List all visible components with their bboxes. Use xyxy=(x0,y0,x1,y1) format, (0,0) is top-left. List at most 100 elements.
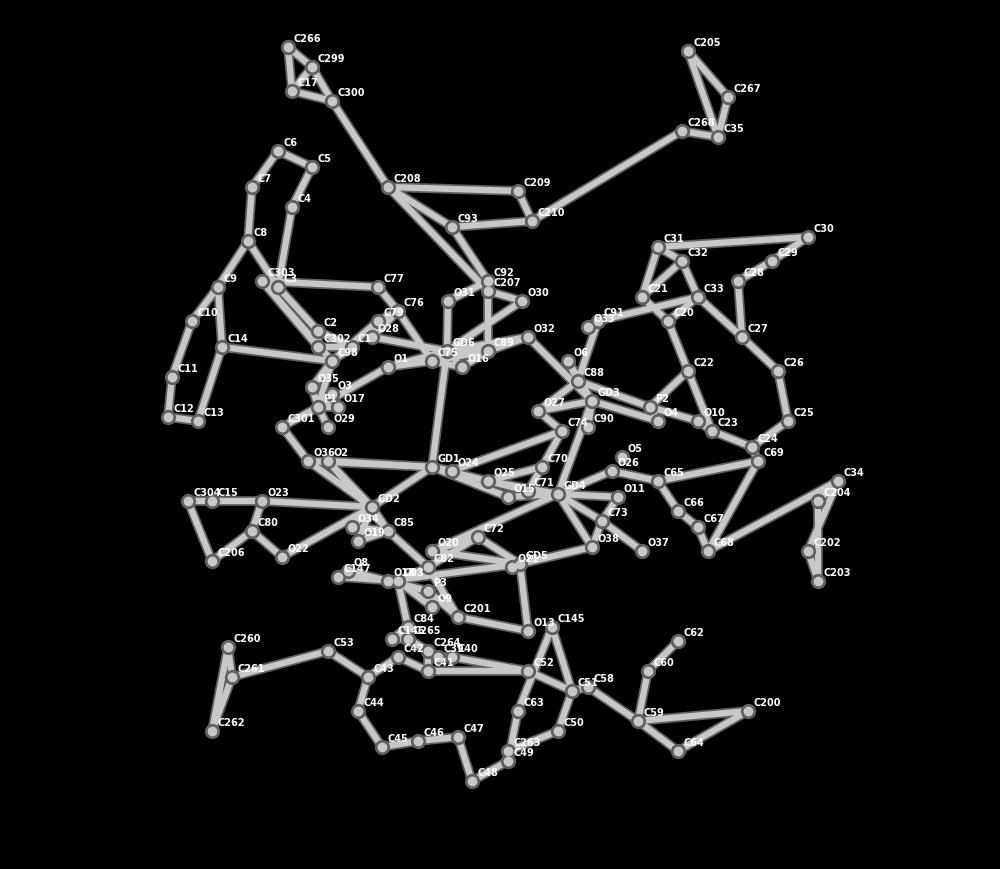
Text: C92: C92 xyxy=(493,268,514,278)
Text: C23: C23 xyxy=(717,417,738,428)
Text: C63: C63 xyxy=(523,697,544,707)
Text: O21: O21 xyxy=(517,554,539,563)
Text: C209: C209 xyxy=(523,178,550,188)
Text: C204: C204 xyxy=(823,488,850,497)
Text: C67: C67 xyxy=(703,514,724,523)
Text: C44: C44 xyxy=(363,697,384,707)
Text: C24: C24 xyxy=(757,434,778,443)
Text: C22: C22 xyxy=(693,357,714,368)
Text: O35: O35 xyxy=(317,374,339,383)
Text: C83: C83 xyxy=(403,567,424,577)
Text: C147: C147 xyxy=(343,563,371,574)
Text: C268: C268 xyxy=(687,118,715,128)
Text: O20: O20 xyxy=(437,537,459,547)
Text: C80: C80 xyxy=(257,517,278,527)
Text: C5: C5 xyxy=(317,154,331,164)
Text: O1: O1 xyxy=(393,354,408,363)
Text: C70: C70 xyxy=(547,454,568,463)
Text: O33: O33 xyxy=(593,314,615,323)
Text: C45: C45 xyxy=(387,733,408,743)
Text: C64: C64 xyxy=(683,737,704,747)
Text: C9: C9 xyxy=(223,274,237,283)
Text: C65: C65 xyxy=(663,468,684,477)
Text: O3: O3 xyxy=(337,381,352,390)
Text: C202: C202 xyxy=(813,537,840,547)
Text: O29: O29 xyxy=(333,414,355,423)
Text: C39: C39 xyxy=(443,643,464,653)
Text: C13: C13 xyxy=(203,408,224,417)
Text: C14: C14 xyxy=(227,334,248,343)
Text: C32: C32 xyxy=(687,248,708,258)
Text: C82: C82 xyxy=(433,554,454,563)
Text: C21: C21 xyxy=(647,283,668,294)
Text: O38: O38 xyxy=(597,534,619,543)
Text: C77: C77 xyxy=(383,274,404,283)
Text: C10: C10 xyxy=(197,308,218,318)
Text: C47: C47 xyxy=(463,723,484,733)
Text: C265: C265 xyxy=(413,626,441,635)
Text: C2: C2 xyxy=(323,318,337,328)
Text: O10: O10 xyxy=(703,408,725,417)
Text: C266: C266 xyxy=(293,34,321,44)
Text: P1: P1 xyxy=(323,394,337,403)
Text: O26: O26 xyxy=(617,457,639,468)
Text: C262: C262 xyxy=(217,717,245,727)
Text: O5: O5 xyxy=(627,443,642,454)
Text: O30: O30 xyxy=(527,288,549,298)
Text: C71: C71 xyxy=(533,477,554,488)
Text: O31: O31 xyxy=(453,288,475,298)
Text: C302: C302 xyxy=(323,334,351,343)
Text: O16: O16 xyxy=(467,354,489,363)
Text: C304: C304 xyxy=(193,488,221,497)
Text: C52: C52 xyxy=(533,657,554,667)
Text: C51: C51 xyxy=(577,677,598,687)
Text: GD1: GD1 xyxy=(437,454,460,463)
Text: C79: C79 xyxy=(383,308,404,318)
Text: C42: C42 xyxy=(403,643,424,653)
Text: C303: C303 xyxy=(267,268,295,278)
Text: C75: C75 xyxy=(437,348,458,357)
Text: C4: C4 xyxy=(297,194,311,203)
Text: GD3: GD3 xyxy=(597,388,620,397)
Text: C49: C49 xyxy=(513,747,534,757)
Text: C12: C12 xyxy=(173,403,194,414)
Text: C41: C41 xyxy=(433,657,454,667)
Text: O11: O11 xyxy=(623,483,645,494)
Text: C89: C89 xyxy=(493,338,514,348)
Text: O25: O25 xyxy=(493,468,515,477)
Text: C25: C25 xyxy=(793,408,814,417)
Text: O28: O28 xyxy=(377,323,399,334)
Text: O34: O34 xyxy=(357,514,379,523)
Text: C7: C7 xyxy=(257,174,271,183)
Text: C208: C208 xyxy=(393,174,421,183)
Text: O22: O22 xyxy=(287,543,309,554)
Text: O36: O36 xyxy=(313,448,335,457)
Text: C200: C200 xyxy=(753,697,780,707)
Text: C73: C73 xyxy=(607,507,628,517)
Text: C145: C145 xyxy=(557,614,584,623)
Text: GD6: GD6 xyxy=(452,338,475,348)
Text: C40: C40 xyxy=(457,643,478,653)
Text: C8: C8 xyxy=(253,228,267,238)
Text: C84: C84 xyxy=(413,614,434,623)
Text: C60: C60 xyxy=(653,657,674,667)
Text: P3: P3 xyxy=(433,577,447,587)
Text: C206: C206 xyxy=(217,547,245,557)
Text: C62: C62 xyxy=(683,627,704,637)
Text: O23: O23 xyxy=(267,488,289,497)
Text: C43: C43 xyxy=(373,663,394,673)
Text: O32: O32 xyxy=(533,323,555,334)
Text: C98: C98 xyxy=(337,348,358,357)
Text: C76: C76 xyxy=(403,298,424,308)
Text: C50: C50 xyxy=(563,717,584,727)
Text: O15: O15 xyxy=(513,483,535,494)
Text: C299: C299 xyxy=(317,54,345,64)
Text: C30: C30 xyxy=(813,223,834,234)
Text: C15: C15 xyxy=(217,488,238,497)
Text: O27: O27 xyxy=(543,397,565,408)
Text: C46: C46 xyxy=(423,727,444,737)
Text: O19: O19 xyxy=(363,527,385,537)
Text: C201: C201 xyxy=(463,603,491,614)
Text: O8: O8 xyxy=(353,557,368,567)
Text: C263: C263 xyxy=(513,737,540,747)
